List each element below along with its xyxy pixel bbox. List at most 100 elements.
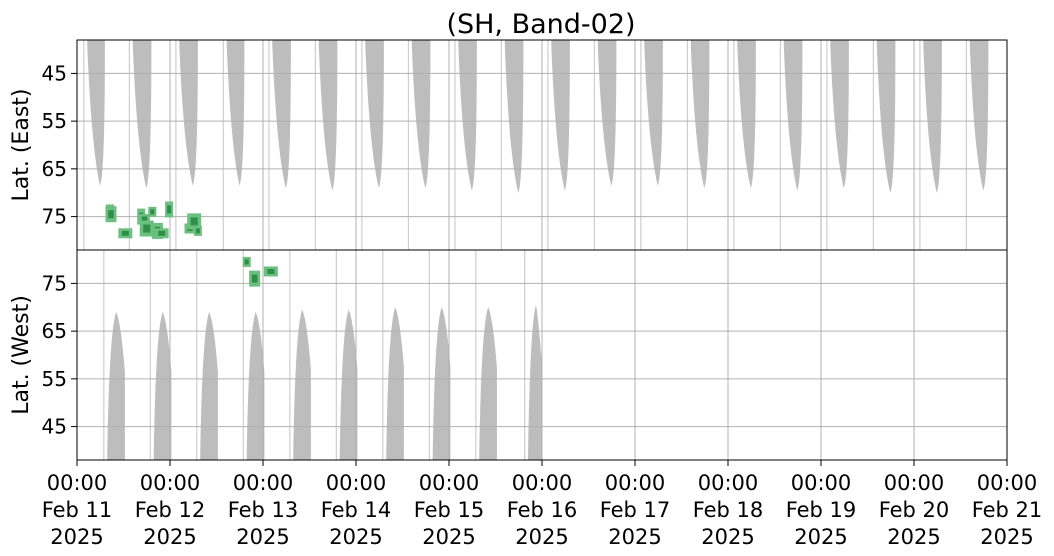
east-coverage-swath (969, 40, 989, 191)
x-tick-label: Feb 11 (42, 498, 113, 522)
x-tick-label: 00:00 (326, 471, 387, 495)
x-tick-label: Feb 12 (135, 498, 206, 522)
east-coverage-line (686, 40, 688, 250)
west-grid (77, 250, 1007, 460)
x-tick-label: 2025 (515, 525, 568, 549)
east-coverage-line (965, 40, 967, 250)
east-coverage-swath (876, 40, 896, 193)
east-coverage-line (83, 40, 85, 250)
east-coverage-line (779, 40, 781, 250)
west-y-tick-label: 55 (42, 367, 67, 391)
east-coverage-swath (226, 40, 245, 186)
east-coverage-swath (411, 40, 431, 188)
east-coverage-swath (87, 40, 105, 186)
x-tick-label: 00:00 (698, 471, 759, 495)
east-coverage-line (175, 40, 177, 250)
east-y-tick-label: 55 (42, 109, 67, 133)
x-tick-label: 2025 (701, 525, 754, 549)
west-coverage-swath (107, 312, 125, 460)
x-tick-label: 2025 (422, 525, 475, 549)
east-coverage-line (407, 40, 409, 250)
west-panel: 75 65 55 45 Lat. (West) (9, 249, 1008, 461)
east-detection-core (141, 216, 148, 222)
west-coverage-swath (200, 312, 218, 460)
east-coverage-swath (923, 40, 942, 193)
west-coverage-swath (479, 307, 497, 460)
east-panel: 45 55 65 75 Lat. (East) (9, 39, 1008, 251)
x-tick-label: 00:00 (233, 471, 294, 495)
west-coverage-layer (103, 250, 542, 460)
east-coverage-line (547, 40, 549, 250)
west-detection-core (251, 274, 258, 283)
east-coverage-line (454, 40, 456, 250)
east-detections-layer (105, 201, 202, 239)
west-y-tick-label: 65 (42, 319, 67, 343)
east-grid (77, 40, 1007, 250)
east-coverage-swath (458, 40, 477, 191)
west-coverage-swath (386, 307, 404, 460)
x-tick-label: 2025 (980, 525, 1033, 549)
east-detection-core (108, 210, 114, 219)
east-coverage-layer (83, 40, 989, 250)
x-tick-label: 00:00 (605, 471, 666, 495)
east-coverage-line (314, 40, 316, 250)
east-coverage-line (919, 40, 921, 250)
x-tick-label: Feb 14 (321, 498, 392, 522)
east-y-tick-label: 65 (42, 157, 67, 181)
east-detection-core (150, 209, 155, 215)
x-tick-label: 2025 (329, 525, 382, 549)
east-detection-core (190, 217, 198, 226)
west-y-tick-label: 75 (42, 271, 67, 295)
west-detection-core (244, 259, 249, 265)
west-coverage-line (428, 250, 430, 460)
x-tick-label: 00:00 (977, 471, 1038, 495)
east-coverage-swath (318, 40, 338, 191)
x-tick-label: Feb 13 (228, 498, 299, 522)
x-tick-label: 00:00 (419, 471, 480, 495)
west-detection-core (267, 268, 275, 274)
x-axis-ticks: 00:00 Feb 11 2025 00:00 Feb 12 2025 00:00 Feb 1… (42, 460, 1042, 549)
east-coverage-line (500, 40, 502, 250)
east-coverage-line (593, 40, 595, 250)
west-y-ticks: 75 65 55 45 (42, 271, 77, 439)
east-coverage-swath (830, 40, 849, 188)
west-coverage-line (196, 250, 198, 460)
west-coverage-swath (153, 312, 172, 460)
x-tick-label: Feb 20 (879, 498, 950, 522)
east-y-ticks: 45 55 65 75 (42, 61, 77, 229)
east-y-axis-label: Lat. (East) (9, 89, 34, 202)
west-coverage-line (242, 250, 244, 460)
x-tick-label: 2025 (608, 525, 661, 549)
x-tick-label: 2025 (794, 525, 847, 549)
chart-title: (SH, Band-02) (446, 9, 635, 40)
east-coverage-line (128, 40, 130, 250)
east-coverage-swath (644, 40, 663, 186)
east-coverage-swath (597, 40, 617, 186)
east-y-tick-label: 45 (42, 61, 67, 85)
west-coverage-line (335, 250, 337, 460)
east-coverage-line (733, 40, 735, 250)
west-y-tick-label: 45 (42, 415, 67, 439)
east-coverage-swath (365, 40, 384, 188)
west-coverage-swath (339, 309, 358, 460)
east-coverage-line (640, 40, 642, 250)
east-coverage-line (361, 40, 363, 250)
west-coverage-swath (246, 312, 265, 460)
east-coverage-swath (783, 40, 803, 191)
x-tick-label: 00:00 (791, 471, 852, 495)
x-tick-label: Feb 16 (507, 498, 578, 522)
east-coverage-swath (272, 40, 291, 188)
west-coverage-line (149, 250, 151, 460)
east-y-tick-label: 75 (42, 205, 67, 229)
east-detection-core (158, 230, 166, 236)
west-coverage-line (475, 250, 477, 460)
west-coverage-swath (293, 309, 311, 460)
x-tick-label: Feb 19 (786, 498, 857, 522)
east-coverage-line (268, 40, 270, 250)
x-tick-label: 00:00 (47, 471, 108, 495)
east-detection-core (143, 224, 151, 233)
x-tick-label: Feb 15 (414, 498, 485, 522)
west-coverage-line (524, 250, 526, 460)
x-tick-label: 00:00 (140, 471, 201, 495)
